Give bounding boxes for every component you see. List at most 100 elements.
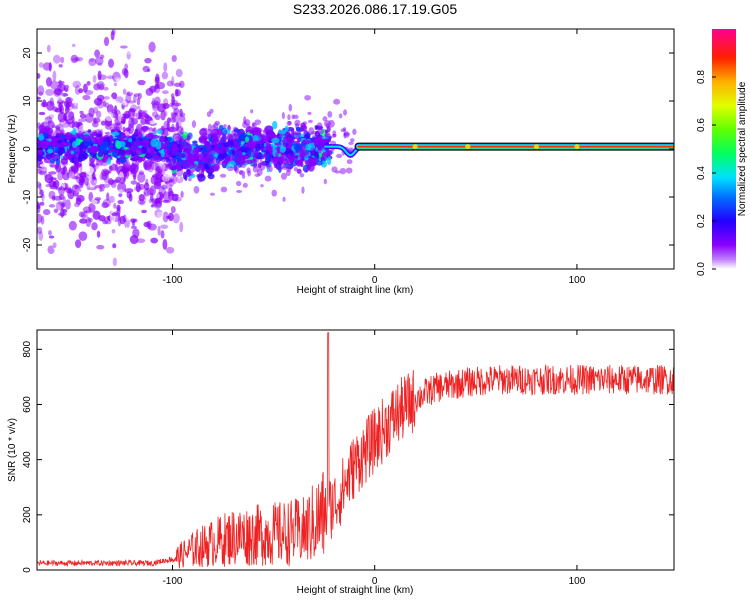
spectrogram-cell [317,148,323,154]
spectrogram-cell [38,133,45,141]
spectrogram-ytick-label: 20 [22,47,33,59]
spectrogram-cell [311,135,316,140]
spectrogram-cell [326,156,332,165]
spectrogram-cell [276,163,284,171]
spectrogram-cell [114,76,121,82]
spectrogram-cell [264,151,268,159]
spectrogram-cell [103,96,110,100]
spectrogram-cell [111,212,118,217]
spectrogram-cell [39,201,45,206]
spectrogram-cell [143,160,153,171]
spectrogram-cell [102,198,111,208]
spectrogram-cell [197,162,204,167]
spectrogram-cell [98,215,106,222]
spectrogram-cell [37,193,42,200]
spectrogram-cell [72,140,78,149]
spectrogram-cell [131,112,141,117]
spectrogram-cell [123,68,129,79]
spectrogram-cell [77,118,87,122]
spectrogram-cell [146,68,151,72]
spectrogram-cell [156,211,164,219]
spectrogram-cell [149,161,159,171]
spectrogram-cell [250,159,256,164]
spectrogram-cell [108,96,114,103]
spectrogram-cell [257,139,262,144]
spectrogram-peak [533,144,539,150]
spectrogram-cell [169,102,174,108]
spectrogram-cell [122,88,127,95]
spectrogram-cell [323,138,331,143]
spectrogram-cell [75,172,82,184]
colorbar: 0.0 0.2 0.4 0.6 0.8 Normalized spectral ampl… [696,29,748,276]
spectrogram-cell [131,225,137,229]
spectrogram-cell [96,244,105,250]
spectrogram-cell [155,165,164,174]
spectrogram-cell [70,150,75,155]
spectrogram-cell [95,162,100,170]
spectrogram-cell [127,96,131,105]
spectrogram-cell [333,98,341,105]
spectrogram-cell [38,62,44,68]
spectrogram-cell [58,64,63,68]
spectrogram-cell [187,148,194,157]
spectrogram-cell [139,201,146,206]
spectrogram-cell [346,159,353,165]
spectrogram-cell [99,83,105,91]
spectrogram-cell [58,185,65,196]
spectrogram-cell [57,80,65,85]
spectrogram-cell [154,209,163,218]
snr-ticks: -100 0 100 0 200 400 600 800 [22,330,674,587]
spectrogram-cell [62,142,72,147]
spectrogram-cell [299,173,305,178]
spectrogram-cell [52,181,57,187]
spectrogram-cell [52,216,58,220]
spectrogram-cell [288,103,293,112]
spectrogram-cell [60,56,65,64]
spectrogram-cell [324,130,330,139]
spectrogram-cell [78,211,85,218]
spectrogram-cell [93,106,99,114]
spectrogram-cell [37,181,42,188]
spectrogram-cell [48,235,55,239]
spectrogram-cell [102,170,112,174]
spectrogram-cell [133,131,139,135]
spectrogram-cell [40,215,45,225]
spectrogram-cell [94,197,102,201]
spectrogram-cell [94,185,102,189]
spectrogram-cell [70,54,79,64]
snr-xtick-label: -100 [162,576,182,587]
spectrogram-cell [137,172,146,183]
spectrogram-cell [137,198,145,205]
spectrogram-cell [336,153,343,159]
spectrogram-cell [166,117,172,124]
spectrogram-cell [174,206,184,213]
spectrogram-cell [271,189,277,197]
spectrogram-cell [214,157,218,164]
spectrogram-cell [110,131,120,136]
snr-panel: -100 0 100 0 200 400 600 800 Height of straight… [7,329,675,596]
spectrogram-cell [209,167,213,173]
spectrogram-cell [317,128,324,135]
spectrogram-cell [124,135,133,139]
spectrogram-cell [71,175,80,180]
spectrogram-cell [66,169,74,175]
spectrogram-cell [198,176,202,183]
spectrogram-cell [171,123,175,129]
spectrogram-cell [296,168,302,174]
spectrogram-cell [113,105,118,115]
spectrogram-cell [89,58,95,62]
spectrogram-cell [299,152,305,157]
spectrogram-cell [285,153,292,161]
colorbar-tick-label: 0.0 [696,262,707,276]
spectrogram-cell [145,213,150,218]
spectrogram-cell [68,220,77,231]
snr-series-line [37,332,674,569]
spectrogram-cell [165,156,170,163]
spectrogram-cell [285,169,291,177]
spectrogram-cell [299,144,307,151]
spectrogram-cell [163,147,170,155]
spectrogram-cell [267,130,274,134]
spectrogram-cell [87,217,93,223]
spectrogram-cell [58,194,65,200]
spectrogram-cell [95,165,102,170]
